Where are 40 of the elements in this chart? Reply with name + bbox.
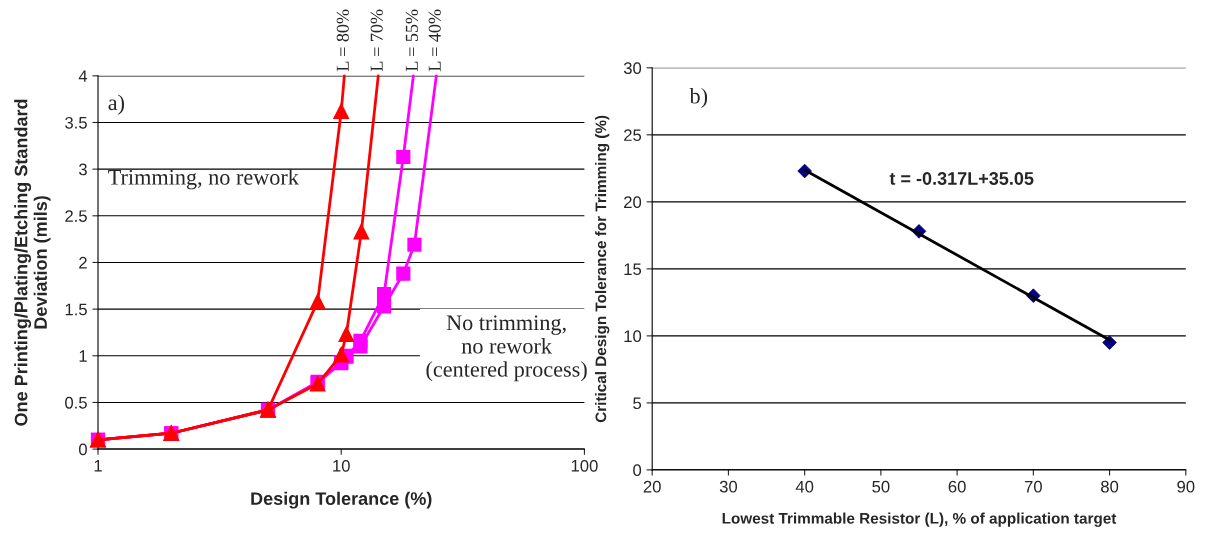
y-tick-label: 0: [78, 443, 87, 456]
y-tick-label: 20: [624, 196, 642, 209]
x-tick-label: 30: [719, 480, 738, 493]
y-tick-label: 0: [633, 464, 642, 477]
annotation: L = 40%: [428, 9, 441, 72]
y-tick-label: 10: [624, 330, 642, 343]
y-tick-label: 2: [79, 256, 87, 269]
y-axis-title: One Printing/Plating/Etching Standard Deviation (mils): [14, 99, 51, 426]
x-tick-label: 1: [94, 460, 102, 472]
y-tick-label: 2.5: [65, 210, 87, 223]
x-tick-label: 100: [571, 459, 598, 472]
x-tick-label: 10: [333, 459, 350, 472]
y-tick-label: 3: [78, 163, 87, 176]
annotation: b): [689, 87, 708, 109]
y-tick-label: 30: [623, 62, 642, 75]
y-tick-label: 1: [79, 350, 87, 362]
x-tick-label: 70: [1024, 480, 1042, 493]
x-tick-label: 20: [643, 480, 661, 493]
annotation: t = -0.317L+35.05: [889, 172, 1034, 185]
annotation: L = 70%: [370, 9, 383, 72]
x-tick-label: 60: [948, 480, 966, 493]
y-tick-label: 4: [78, 70, 88, 82]
annotation: No trimming, no rework (centered process): [426, 315, 587, 382]
x-tick-label: 90: [1177, 480, 1195, 493]
annotation: L = 55%: [405, 9, 418, 72]
y-tick-label: 15: [624, 263, 642, 276]
x-tick-label: 80: [1101, 480, 1119, 493]
x-axis-title: Lowest Trimmable Resistor (L), % of application target: [722, 512, 1117, 527]
annotation: L = 80%: [336, 9, 349, 72]
x-tick-label: 40: [795, 480, 814, 493]
y-axis-title: Critical Design Tolerance for Trimming (%): [595, 115, 610, 423]
x-tick-label: 50: [872, 480, 890, 493]
y-tick-label: 3.5: [65, 116, 87, 129]
y-tick-label: 0.5: [65, 396, 87, 409]
x-axis-title: Design Tolerance (%): [251, 491, 432, 509]
y-tick-label: 25: [624, 129, 642, 142]
annotation: a): [108, 94, 125, 115]
y-tick-label: 5: [633, 397, 642, 410]
annotation: Trimming, no rework: [108, 169, 299, 190]
y-tick-label: 1.5: [65, 303, 87, 316]
